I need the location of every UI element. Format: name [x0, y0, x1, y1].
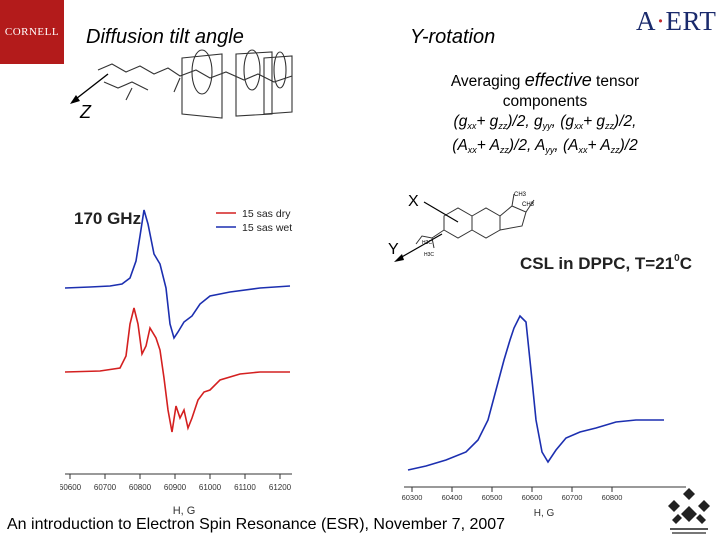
z-axis-arrowhead — [70, 95, 80, 104]
chart1-title: 170 GHz — [74, 209, 141, 228]
chart-170ghz: 170 GHz 15 sas dry 15 sas wet 60600 6070… — [60, 208, 292, 516]
chart-csl-dppc: CSL in DPPC, T=210C 60300 60400 60500 60… — [402, 253, 692, 518]
footer-text: An introduction to Electron Spin Resonan… — [7, 516, 506, 533]
title-y-rotation: Y-rotation — [410, 26, 496, 48]
series-dry-line — [64, 307, 290, 433]
z-axis-arrow — [71, 73, 109, 103]
averaging-line-2: components — [502, 93, 588, 110]
acert-logo-ert: ERT — [665, 6, 717, 36]
averaging-line-1: Averaging effective tensor — [450, 70, 640, 90]
chart2-x-tick-2: 60500 — [482, 493, 503, 502]
averaging-a-components: (Axx+ Azz)/2, Ayy, (Axx+ Azz)/2 — [452, 137, 638, 155]
z-axis-label: Z — [79, 102, 92, 122]
title-diffusion-tilt-angle: Diffusion tilt angle — [86, 26, 244, 48]
acert-logo-dot: · — [656, 6, 666, 36]
svg-text:CH3: CH3 — [522, 202, 535, 208]
chart1-legend-dry: 15 sas dry — [242, 208, 291, 220]
y-axis-arrowhead — [394, 254, 404, 262]
chart2-x-tick-3: 60600 — [522, 493, 543, 502]
averaging-g-components: (gxx+ gzz)/2, gyy, (gxx+ gzz)/2, — [453, 113, 637, 131]
x-axis-arrow — [423, 201, 459, 223]
x-axis-label: X — [408, 193, 419, 210]
series-wet-line — [64, 209, 291, 340]
chart2-x-tick-0: 60300 — [402, 493, 423, 502]
averaging-text-block: Averaging effective tensor components (g… — [390, 70, 700, 160]
cornell-logo: CORNELL — [0, 0, 64, 64]
chart1-x-tick-0: 60600 — [60, 483, 82, 492]
series-csl-line — [407, 314, 664, 471]
molecule-diffusion-diagram: Z — [70, 49, 293, 122]
chart1-x-tick-2: 60800 — [129, 483, 152, 492]
chart1-legend-wet: 15 sas wet — [242, 222, 292, 234]
acert-logo: A·ERT — [636, 6, 716, 38]
y-axis-label: Y — [388, 241, 399, 258]
chart2-x-label: H, G — [534, 508, 555, 518]
svg-text:H3C: H3C — [424, 252, 434, 258]
chart1-x-tick-5: 61100 — [234, 483, 256, 492]
chart1-x-tick-4: 61000 — [199, 483, 222, 492]
svg-text:CH3: CH3 — [514, 192, 527, 198]
chart2-title: CSL in DPPC, T=210C — [520, 253, 692, 273]
chart2-x-tick-1: 60400 — [442, 493, 463, 502]
y-axis-arrow — [399, 233, 443, 259]
chart1-x-tick-6: 61200 — [269, 483, 292, 492]
cornell-logo-text: CORNELL — [4, 26, 60, 38]
ncrr-logo — [668, 488, 710, 534]
chart1-x-label: H, G — [173, 505, 196, 516]
molecule-csl-diagram: CH3 CH3 H3C H3C X Y — [388, 192, 535, 262]
chart2-x-tick-4: 60700 — [562, 493, 583, 502]
chart2-x-tick-5: 60800 — [602, 493, 623, 502]
acert-logo-a: A — [636, 6, 656, 36]
chart1-x-tick-3: 60900 — [164, 483, 187, 492]
chart1-x-tick-1: 60700 — [94, 483, 117, 492]
